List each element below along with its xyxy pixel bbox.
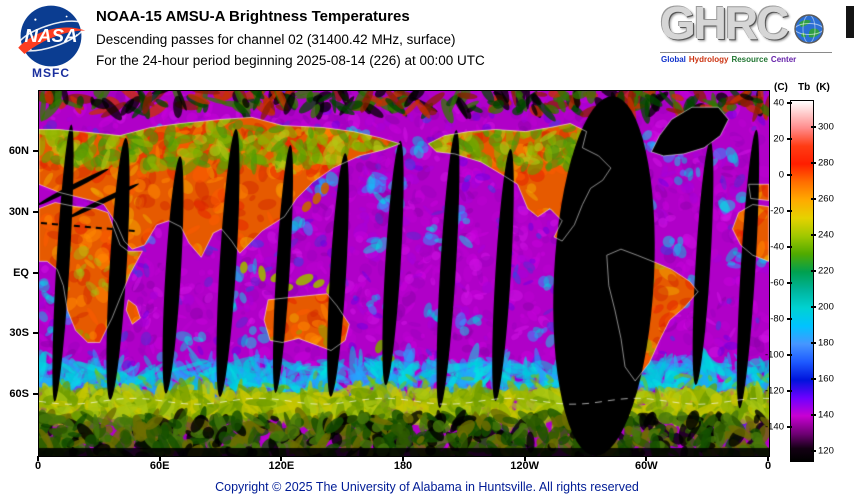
colorbar-tick-celsius: -40 [770,241,784,253]
longitude-label: 60E [149,460,170,472]
longitude-tick [523,456,526,461]
colorbar-tickmark [811,270,816,272]
colorbar-tickmark [787,390,792,393]
msfc-label: MSFC [32,66,70,80]
colorbar-tickmark [811,378,816,380]
map-frame [38,90,770,457]
colorbar-tick-celsius: -20 [770,205,784,217]
latitude-label: 60N [8,144,29,157]
colorbar-tickmark [811,306,816,308]
longitude-label: 0 [764,460,772,472]
colorbar-unit-kelvin: (K) [816,82,830,93]
longitude-tick [280,456,283,461]
ghrc-logo-text: GHRC [660,0,789,49]
colorbar-tickmark [787,318,792,321]
page-title: NOAA-15 AMSU-A Brightness Temperatures [96,8,410,25]
colorbar-tick-kelvin: 140 [818,409,834,421]
subtitle-channel: Descending passes for channel 02 (31400.… [96,32,456,47]
colorbar-tick-celsius: -80 [770,313,784,325]
latitude-label: EQ [13,266,29,279]
latitude-tick [33,332,38,335]
colorbar [790,100,814,462]
subtitle-period: For the 24-hour period beginning 2025-08… [96,53,485,68]
latitude-tick [33,149,38,152]
colorbar-unit-tb: Tb [798,82,811,93]
latitude-label: 60S [9,388,29,401]
colorbar-tickmark [787,282,792,285]
ghrc-tagline: Global Hydrology Resource Center [661,55,796,64]
colorbar-tick-kelvin: 240 [818,229,834,241]
colorbar-tickmark [787,354,792,357]
longitude-tick [645,456,648,461]
colorbar-tick-kelvin: 160 [818,373,834,385]
longitude-tick [37,456,39,461]
colorbar-tick-celsius: -120 [764,385,784,397]
colorbar-tickmark [811,198,816,200]
latitude-label: 30N [8,205,29,218]
colorbar-tickmark [811,234,816,236]
colorbar-celsius-ticks: 40 20 0 -20 -40 -60 -80 -100 -120 -140 [750,97,792,460]
colorbar-tick-kelvin: 300 [818,121,834,133]
colorbar-tickmark [811,342,816,344]
colorbar-tickmark [787,426,792,429]
colorbar-tickmark [811,126,816,128]
colorbar-tick-celsius: -60 [770,277,784,289]
colorbar-tickmark [787,174,792,177]
longitude-label: 0 [34,460,42,472]
colorbar-tick-kelvin: 260 [818,193,834,205]
colorbar-tick-kelvin: 120 [818,445,834,457]
colorbar-tick-celsius: -140 [764,421,784,433]
longitude-label: 120W [510,460,540,472]
longitude-tick [158,456,161,461]
colorbar-tick-kelvin: 200 [818,301,834,313]
colorbar-tick-kelvin: 180 [818,337,834,349]
longitude-axis: 0 60E 120E 180 120W 60W 0 [34,456,772,476]
logo-accent-bar [846,6,854,38]
longitude-tick [767,456,769,461]
colorbar-tick-kelvin: 280 [818,157,834,169]
ghrc-tagline-word: Global [661,55,686,64]
colorbar-tickmark [787,102,792,105]
latitude-tick [33,210,38,213]
nasa-logo: NASA [12,4,90,82]
longitude-label: 120E [268,460,295,472]
colorbar-tickmark [811,162,816,164]
nasa-insignia-icon: NASA [17,5,86,67]
ghrc-underline [660,52,832,53]
title-block: NOAA-15 AMSU-A Brightness Temperatures D… [96,8,616,74]
colorbar-tickmark [787,246,792,249]
globe-icon [794,14,824,44]
colorbar-tick-celsius: 40 [773,97,784,109]
longitude-tick [402,456,404,461]
colorbar-tick-kelvin: 220 [818,265,834,277]
brightness-temperature-map [39,91,769,456]
longitude-label: 60W [635,460,658,472]
colorbar-units: (C) Tb (K) [752,82,852,96]
latitude-axis: 60N 30N EQ 30S 60S [0,90,38,455]
colorbar-tick-celsius: 0 [778,169,784,181]
ghrc-tagline-word: Resource [731,55,768,64]
colorbar-unit-celsius: (C) [774,82,788,93]
copyright-text: Copyright © 2025 The University of Alaba… [215,480,639,494]
colorbar-kelvin-ticks: 300 280 260 240 220 200 180 160 140 120 [811,100,853,460]
colorbar-tick-celsius: 20 [773,133,784,145]
latitude-tick [33,271,38,274]
colorbar-tickmark [787,138,792,141]
colorbar-tickmark [787,210,792,213]
nasa-logo-text: NASA [25,25,78,46]
latitude-label: 30S [9,327,29,340]
latitude-tick [33,393,38,396]
ghrc-tagline-word: Center [770,55,797,64]
colorbar-tickmark [811,414,816,416]
ghrc-logo: GHRC Global Hydrology Resource Center [660,0,840,78]
colorbar-tickmark [811,450,816,452]
ghrc-tagline-word: Hydrology [688,55,729,64]
longitude-label: 180 [393,460,413,472]
colorbar-tick-celsius: -100 [764,349,784,361]
